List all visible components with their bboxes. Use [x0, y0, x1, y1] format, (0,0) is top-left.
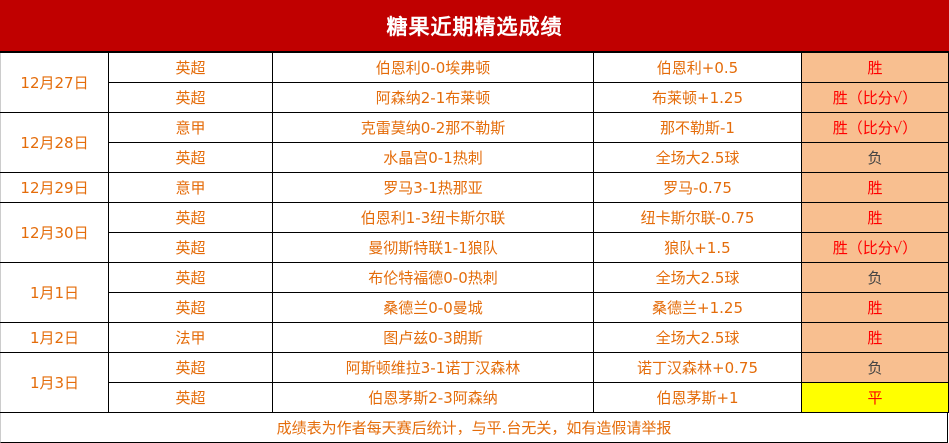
match-cell: 布伦特福德0-0热刺	[272, 262, 594, 293]
table-row: 1月1日 英超 布伦特福德0-0热刺 全场大2.5球负	[0, 262, 949, 323]
result-cell: 胜	[801, 202, 949, 233]
match-cell: 桑德兰0-0曼城	[272, 292, 594, 323]
table-row: 英超 水晶宫0-1热刺 全场大2.5球负	[1, 142, 949, 173]
league-cell: 英超	[108, 202, 273, 233]
league-cell: 英超	[108, 232, 273, 263]
league-cell: 法甲	[108, 322, 273, 353]
match-cell: 伯恩利1-3纽卡斯尔联	[272, 202, 594, 233]
match-cell: 伯恩茅斯2-3阿森纳	[272, 382, 594, 413]
table-row: 1月3日 英超 阿斯顿维拉3-1诺丁汉森林 诺丁汉森林+0.75 负	[0, 352, 949, 413]
result-cell: 胜（比分√）	[801, 82, 949, 113]
table-row: 12月29日 意甲 罗马3-1热那亚 罗马-0.75 胜	[0, 172, 949, 203]
result-cell: 胜	[801, 322, 949, 353]
date-cell: 12月27日	[0, 52, 109, 113]
result-cell: 胜	[801, 292, 949, 323]
pick-cell: 纽卡斯尔联-0.75	[593, 202, 802, 233]
league-cell: 英超	[108, 352, 273, 383]
league-cell: 英超	[108, 82, 273, 113]
pick-cell: 布莱顿+1.25	[593, 82, 802, 113]
pick-cell: 全场大2.5球	[593, 262, 802, 293]
results-table: 12月27日 英超 伯恩利0-0埃弗顿 伯恩利+0.5 胜英超 阿森纳2-1布莱顿 布莱顿+…	[0, 52, 949, 413]
date-cell: 12月30日	[0, 202, 109, 263]
league-cell: 英超	[108, 142, 273, 173]
pick-cell: 罗马-0.75	[593, 172, 802, 203]
league-cell: 英超	[108, 382, 273, 413]
result-cell: 平	[801, 382, 949, 413]
league-cell: 英超	[108, 52, 273, 83]
table-row: 英超 伯恩茅斯2-3阿森纳 伯恩茅斯+1 平	[1, 382, 949, 413]
result-cell: 胜	[801, 172, 949, 203]
pick-cell: 桑德兰+1.25	[593, 292, 802, 323]
date-cell: 12月28日	[0, 112, 109, 173]
result-cell: 胜	[801, 52, 949, 83]
pick-cell: 伯恩利+0.5	[593, 52, 802, 83]
table-row: 12月30日 英超 伯恩利1-3纽卡斯尔联 纽卡斯尔联-0.75 胜	[0, 202, 949, 263]
date-cell: 12月29日	[0, 172, 109, 203]
table-row: 英超 曼彻斯特联1-1狼队 狼队+1.5 胜（比分√）	[1, 232, 949, 263]
match-cell: 曼彻斯特联1-1狼队	[272, 232, 594, 263]
pick-cell: 狼队+1.5	[593, 232, 802, 263]
match-cell: 克雷莫纳0-2那不勒斯	[272, 112, 594, 143]
match-cell: 阿斯顿维拉3-1诺丁汉森林	[272, 352, 594, 383]
result-cell: 负	[801, 352, 949, 383]
pick-cell: 那不勒斯-1	[593, 112, 802, 143]
footer-note: 成绩表为作者每天赛后统计，与平.台无关，如有造假请举报	[0, 413, 948, 443]
date-cell: 1月2日	[0, 322, 109, 353]
league-cell: 意甲	[108, 172, 273, 203]
table-row: 12月27日 英超 伯恩利0-0埃弗顿 伯恩利+0.5 胜	[0, 52, 949, 113]
pick-cell: 伯恩茅斯+1	[593, 382, 802, 413]
pick-cell: 全场大2.5球	[593, 322, 802, 353]
league-cell: 英超	[108, 292, 273, 323]
match-cell: 图卢兹0-3朗斯	[272, 322, 594, 353]
match-cell: 伯恩利0-0埃弗顿	[272, 52, 594, 83]
table-row: 英超 阿森纳2-1布莱顿 布莱顿+1.25 胜（比分√）	[1, 82, 949, 113]
table-title: 糖果近期精选成绩	[0, 0, 949, 52]
match-cell: 罗马3-1热那亚	[272, 172, 594, 203]
result-cell: 负	[801, 142, 949, 173]
table-row: 英超 桑德兰0-0曼城 桑德兰+1.25 胜	[1, 292, 949, 323]
result-cell: 胜（比分√）	[801, 112, 949, 143]
league-cell: 意甲	[108, 112, 273, 143]
league-cell: 英超	[108, 262, 273, 293]
result-cell: 胜（比分√）	[801, 232, 949, 263]
table-row: 12月28日 意甲 克雷莫纳0-2那不勒斯 那不勒斯-1 胜（比分√）	[0, 112, 949, 173]
result-cell: 负	[801, 262, 949, 293]
pick-cell: 全场大2.5球	[593, 142, 802, 173]
pick-cell: 诺丁汉森林+0.75	[593, 352, 802, 383]
date-cell: 1月1日	[0, 262, 109, 323]
date-cell: 1月3日	[0, 352, 109, 413]
table-row: 1月2日 法甲 图卢兹0-3朗斯 全场大2.5球胜	[0, 322, 949, 353]
match-cell: 阿森纳2-1布莱顿	[272, 82, 594, 113]
match-cell: 水晶宫0-1热刺	[272, 142, 594, 173]
